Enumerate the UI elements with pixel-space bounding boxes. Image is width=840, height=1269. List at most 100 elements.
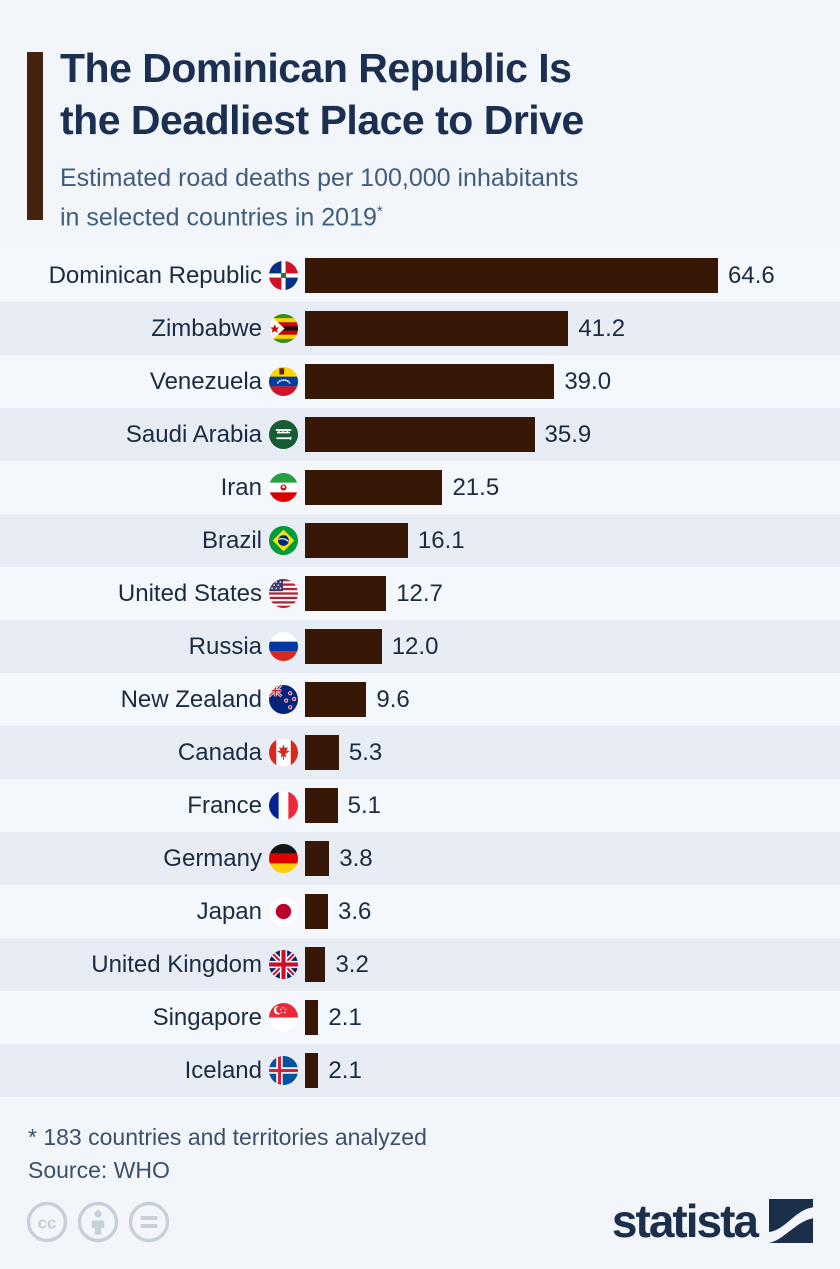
value-label: 16.1 [417, 526, 465, 554]
country-label: Brazil [201, 526, 262, 554]
statista-logo[interactable]: statista [612, 1198, 813, 1244]
value-label: 3.6 [338, 897, 372, 925]
table-row: Dominican Republic 64.6 [0, 249, 840, 302]
japan-flag-icon [269, 897, 298, 926]
country-label: Iran [220, 473, 262, 501]
table-row: Zimbabwe 41.2 [0, 302, 840, 355]
subtitle-line-2: in selected countries in 2019* [60, 203, 383, 232]
canada-flag-icon [269, 738, 298, 767]
table-row: Saudi Arabia 35.9 [0, 408, 840, 461]
chart-footnote: * 183 countries and territories analyzed… [28, 1121, 427, 1187]
table-row: Japan 3.6 [0, 885, 840, 938]
country-label: United Kingdom [91, 950, 262, 978]
country-label: Dominican Republic [48, 261, 262, 289]
value-label: 2.1 [328, 1003, 362, 1031]
table-row: France 5.1 [0, 779, 840, 832]
iran-flag-icon [269, 473, 298, 502]
venezuela-flag-icon [269, 367, 298, 396]
table-row: Russia 12.0 [0, 620, 840, 673]
country-label: Japan [196, 897, 262, 925]
country-label: Saudi Arabia [125, 420, 262, 448]
value-label: 39.0 [564, 367, 612, 395]
statista-wordmark: statista [611, 1195, 759, 1247]
title-line-2: the Deadliest Place to Drive [60, 97, 584, 143]
value-label: 64.6 [728, 261, 775, 289]
statista-logo-mark-icon [769, 1199, 813, 1243]
bar-united-states [305, 576, 387, 611]
value-label: 5.3 [348, 738, 383, 766]
table-row: United States 12.7 [0, 567, 840, 620]
germany-flag-icon [269, 844, 298, 873]
table-row: New Zealand 9.6 [0, 673, 840, 726]
value-label: 2.1 [328, 1056, 362, 1084]
value-label: 3.8 [339, 844, 373, 872]
country-label: Venezuela [149, 367, 262, 395]
bar-germany [305, 841, 330, 876]
country-label: Zimbabwe [151, 314, 262, 342]
united-states-flag-icon [269, 579, 298, 608]
brazil-flag-icon [269, 526, 298, 555]
bar-canada [305, 735, 339, 770]
subtitle-line-1: Estimated road deaths per 100,000 inhabi… [60, 164, 579, 192]
bar-zimbabwe [305, 311, 569, 346]
table-row: Venezuela 39.0 [0, 355, 840, 408]
value-label: 41.2 [578, 314, 626, 342]
value-label: 3.2 [335, 950, 369, 978]
saudi-arabia-flag-icon [269, 420, 298, 449]
bar-united-kingdom [305, 947, 326, 982]
value-label: 9.6 [376, 685, 410, 713]
footnote-text: * 183 countries and territories analyzed [28, 1124, 427, 1150]
bar-venezuela [305, 364, 555, 399]
bar-japan [305, 894, 328, 929]
table-row: Canada 5.3 [0, 726, 840, 779]
table-row: Germany 3.8 [0, 832, 840, 885]
country-label: United States [117, 579, 262, 607]
bar-france [305, 788, 338, 823]
table-row: United Kingdom 3.2 [0, 938, 840, 991]
bar-brazil [305, 523, 408, 558]
country-label: New Zealand [120, 685, 262, 713]
iceland-flag-icon [269, 1056, 298, 1085]
bar-singapore [305, 1000, 319, 1035]
title-line-1: The Dominican Republic Is [60, 45, 572, 91]
value-label: 12.0 [391, 632, 439, 660]
equal-icon[interactable] [128, 1201, 170, 1243]
table-row: Iran 21.5 [0, 461, 840, 514]
value-label: 21.5 [452, 473, 500, 501]
bar-new-zealand [305, 682, 367, 717]
title-accent-bar [27, 52, 43, 220]
singapore-flag-icon [269, 1003, 298, 1032]
russia-flag-icon [269, 632, 298, 661]
license-icons: cc [26, 1201, 170, 1243]
svg-text:cc: cc [38, 1214, 57, 1233]
bar-saudi-arabia [305, 417, 535, 452]
france-flag-icon [269, 791, 298, 820]
attribution-icon[interactable] [77, 1201, 119, 1243]
footnote-marker: * [376, 203, 383, 220]
source-text: Source: WHO [28, 1157, 170, 1183]
bar-iceland [305, 1053, 319, 1088]
country-label: Singapore [152, 1003, 262, 1031]
page-title: The Dominican Republic Is the Deadliest … [60, 42, 584, 146]
table-row: Singapore 2.1 [0, 991, 840, 1044]
country-label: Germany [163, 844, 262, 872]
zimbabwe-flag-icon [269, 314, 298, 343]
value-label: 5.1 [347, 791, 381, 819]
chart-subtitle: Estimated road deaths per 100,000 inhabi… [60, 162, 578, 234]
cc-icon[interactable]: cc [26, 1201, 68, 1243]
new-zealand-flag-icon [269, 685, 298, 714]
country-label: Russia [188, 632, 262, 660]
value-label: 12.7 [396, 579, 443, 607]
country-label: Canada [177, 738, 262, 766]
country-label: France [187, 791, 262, 819]
table-row: Brazil 16.1 [0, 514, 840, 567]
united-kingdom-flag-icon [269, 950, 298, 979]
bar-dominican-republic [305, 258, 718, 293]
bar-russia [305, 629, 382, 664]
bar-iran [305, 470, 443, 505]
bar-chart: Dominican Republic 64.6 Zimbabwe 41.2 Ve… [0, 249, 840, 1097]
table-row: Iceland 2.1 [0, 1044, 840, 1097]
dominican-republic-flag-icon [269, 261, 298, 290]
value-label: 35.9 [544, 420, 592, 448]
